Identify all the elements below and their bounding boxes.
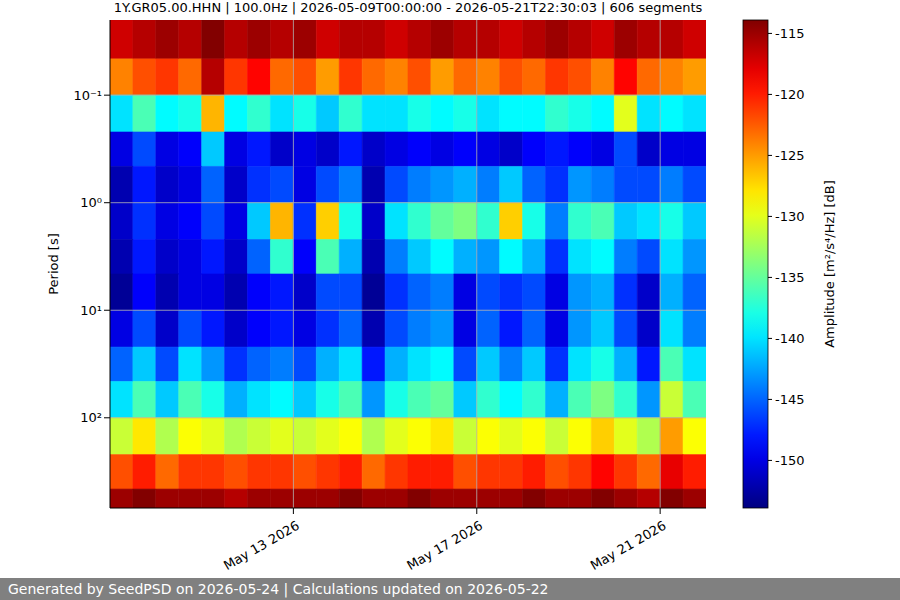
- svg-text:-150: -150: [775, 453, 805, 468]
- svg-text:Period [s]: Period [s]: [46, 233, 61, 295]
- svg-text:-135: -135: [775, 270, 805, 285]
- svg-text:May 13 2026: May 13 2026: [221, 518, 302, 573]
- svg-text:-115: -115: [775, 26, 805, 41]
- svg-text:Generated by SeedPSD on 2026-0: Generated by SeedPSD on 2026-05-24 | Cal…: [8, 581, 549, 598]
- svg-text:-145: -145: [775, 392, 805, 407]
- svg-text:-125: -125: [775, 148, 805, 163]
- svg-text:May 21 2026: May 21 2026: [588, 518, 669, 573]
- svg-text:-140: -140: [775, 331, 805, 346]
- svg-text:10⁰: 10⁰: [80, 195, 102, 210]
- svg-text:10⁻¹: 10⁻¹: [73, 88, 102, 103]
- svg-text:10²: 10²: [80, 410, 102, 425]
- svg-text:May 17 2026: May 17 2026: [404, 518, 485, 573]
- svg-text:1Y.GR05.00.HHN | 100.0Hz | 202: 1Y.GR05.00.HHN | 100.0Hz | 2026-05-09T00…: [114, 0, 703, 15]
- svg-text:-120: -120: [775, 87, 805, 102]
- svg-text:-130: -130: [775, 209, 805, 224]
- svg-text:Amplitude [m²/s⁴/Hz] [dB]: Amplitude [m²/s⁴/Hz] [dB]: [822, 180, 837, 348]
- svg-text:10¹: 10¹: [80, 303, 102, 318]
